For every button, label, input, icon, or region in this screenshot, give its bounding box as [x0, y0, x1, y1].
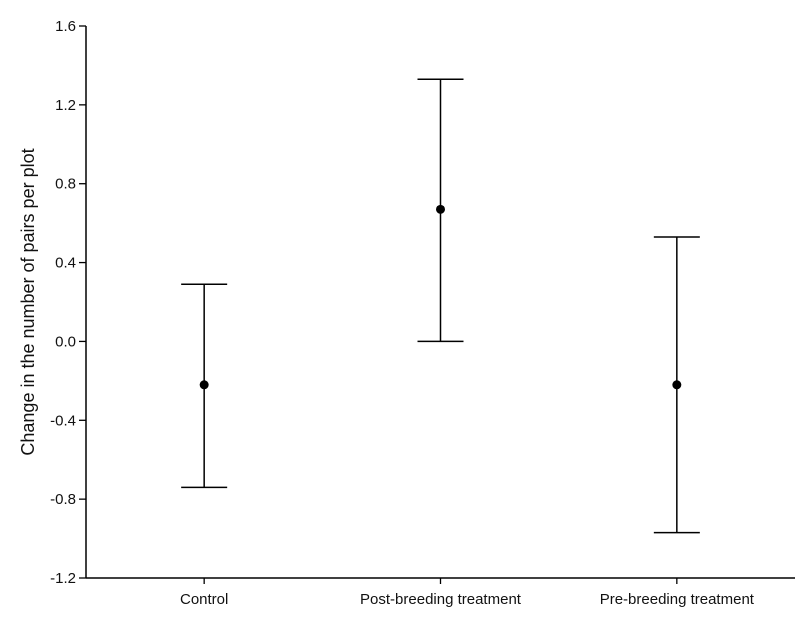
mean-point — [199, 380, 209, 390]
y-tick-label: 1.6 — [55, 18, 76, 35]
x-tick-label: Control — [180, 591, 228, 608]
y-tick-label: 1.2 — [55, 97, 76, 114]
y-ticks: -1.2 -0.8 -0.4 0.0 0.4 0.8 1.2 1.6 — [50, 18, 86, 587]
mean-point — [436, 204, 445, 214]
y-tick-label: -1.2 — [50, 570, 76, 587]
y-tick-label: -0.8 — [50, 491, 76, 508]
y-tick-label: 0.0 — [55, 333, 76, 350]
y-tick-label: -0.4 — [50, 412, 76, 429]
x-ticks: Control Post-breeding treatment Pre-breedi… — [180, 578, 755, 608]
mean-point — [672, 380, 682, 390]
y-tick-label: 0.4 — [55, 255, 76, 272]
y-tick-label: 0.8 — [55, 176, 76, 193]
y-axis-title: Change in the number of pairs per plot — [18, 148, 38, 455]
error-bars — [181, 78, 700, 534]
x-tick-label: Pre-breeding treatment — [600, 591, 755, 608]
x-tick-label: Post-breeding treatment — [360, 591, 522, 608]
mean-points — [199, 204, 682, 390]
